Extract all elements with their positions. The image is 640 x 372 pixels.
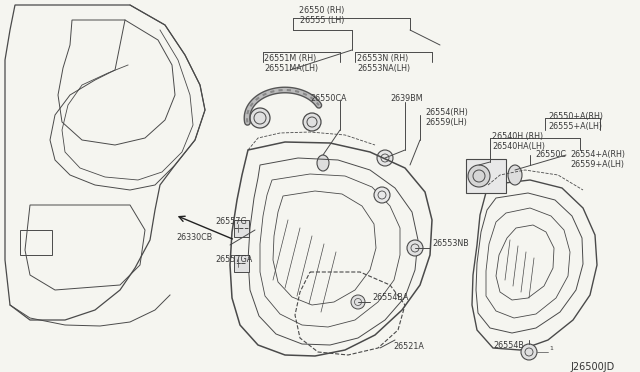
Text: J26500JD: J26500JD (570, 362, 614, 372)
Text: 26553NB: 26553NB (432, 240, 468, 248)
Text: 26550 (RH)
26555 (LH): 26550 (RH) 26555 (LH) (300, 6, 345, 25)
Circle shape (407, 240, 423, 256)
FancyBboxPatch shape (466, 159, 506, 193)
Circle shape (521, 344, 537, 360)
Circle shape (250, 108, 270, 128)
Text: 26330CB: 26330CB (177, 232, 213, 241)
Text: 2639BM: 2639BM (390, 94, 422, 103)
Circle shape (377, 150, 393, 166)
Text: 26557G: 26557G (215, 218, 247, 227)
Text: 26554B: 26554B (493, 340, 524, 350)
Text: 26554(RH)
26559(LH): 26554(RH) 26559(LH) (425, 108, 468, 127)
Text: 26554BA: 26554BA (372, 292, 408, 301)
Circle shape (351, 295, 365, 309)
Text: 26540H (RH)
26540HA(LH): 26540H (RH) 26540HA(LH) (492, 132, 545, 151)
Text: 26550C: 26550C (535, 150, 566, 159)
Ellipse shape (317, 155, 329, 171)
Circle shape (374, 187, 390, 203)
Ellipse shape (508, 165, 522, 185)
Text: 26521A: 26521A (393, 342, 424, 351)
FancyBboxPatch shape (234, 254, 248, 272)
Text: 1: 1 (549, 346, 553, 352)
Text: 26557GA: 26557GA (215, 256, 252, 264)
Text: 26554+A(RH)
26559+A(LH): 26554+A(RH) 26559+A(LH) (570, 150, 625, 169)
Text: 26551M (RH)
26551MA(LH): 26551M (RH) 26551MA(LH) (264, 54, 318, 73)
Circle shape (468, 165, 490, 187)
Text: 26550CA: 26550CA (310, 94, 346, 103)
Circle shape (303, 113, 321, 131)
Text: 26553N (RH)
26553NA(LH): 26553N (RH) 26553NA(LH) (357, 54, 410, 73)
Text: 26550+A(RH)
26555+A(LH): 26550+A(RH) 26555+A(LH) (548, 112, 603, 131)
FancyBboxPatch shape (234, 219, 248, 237)
